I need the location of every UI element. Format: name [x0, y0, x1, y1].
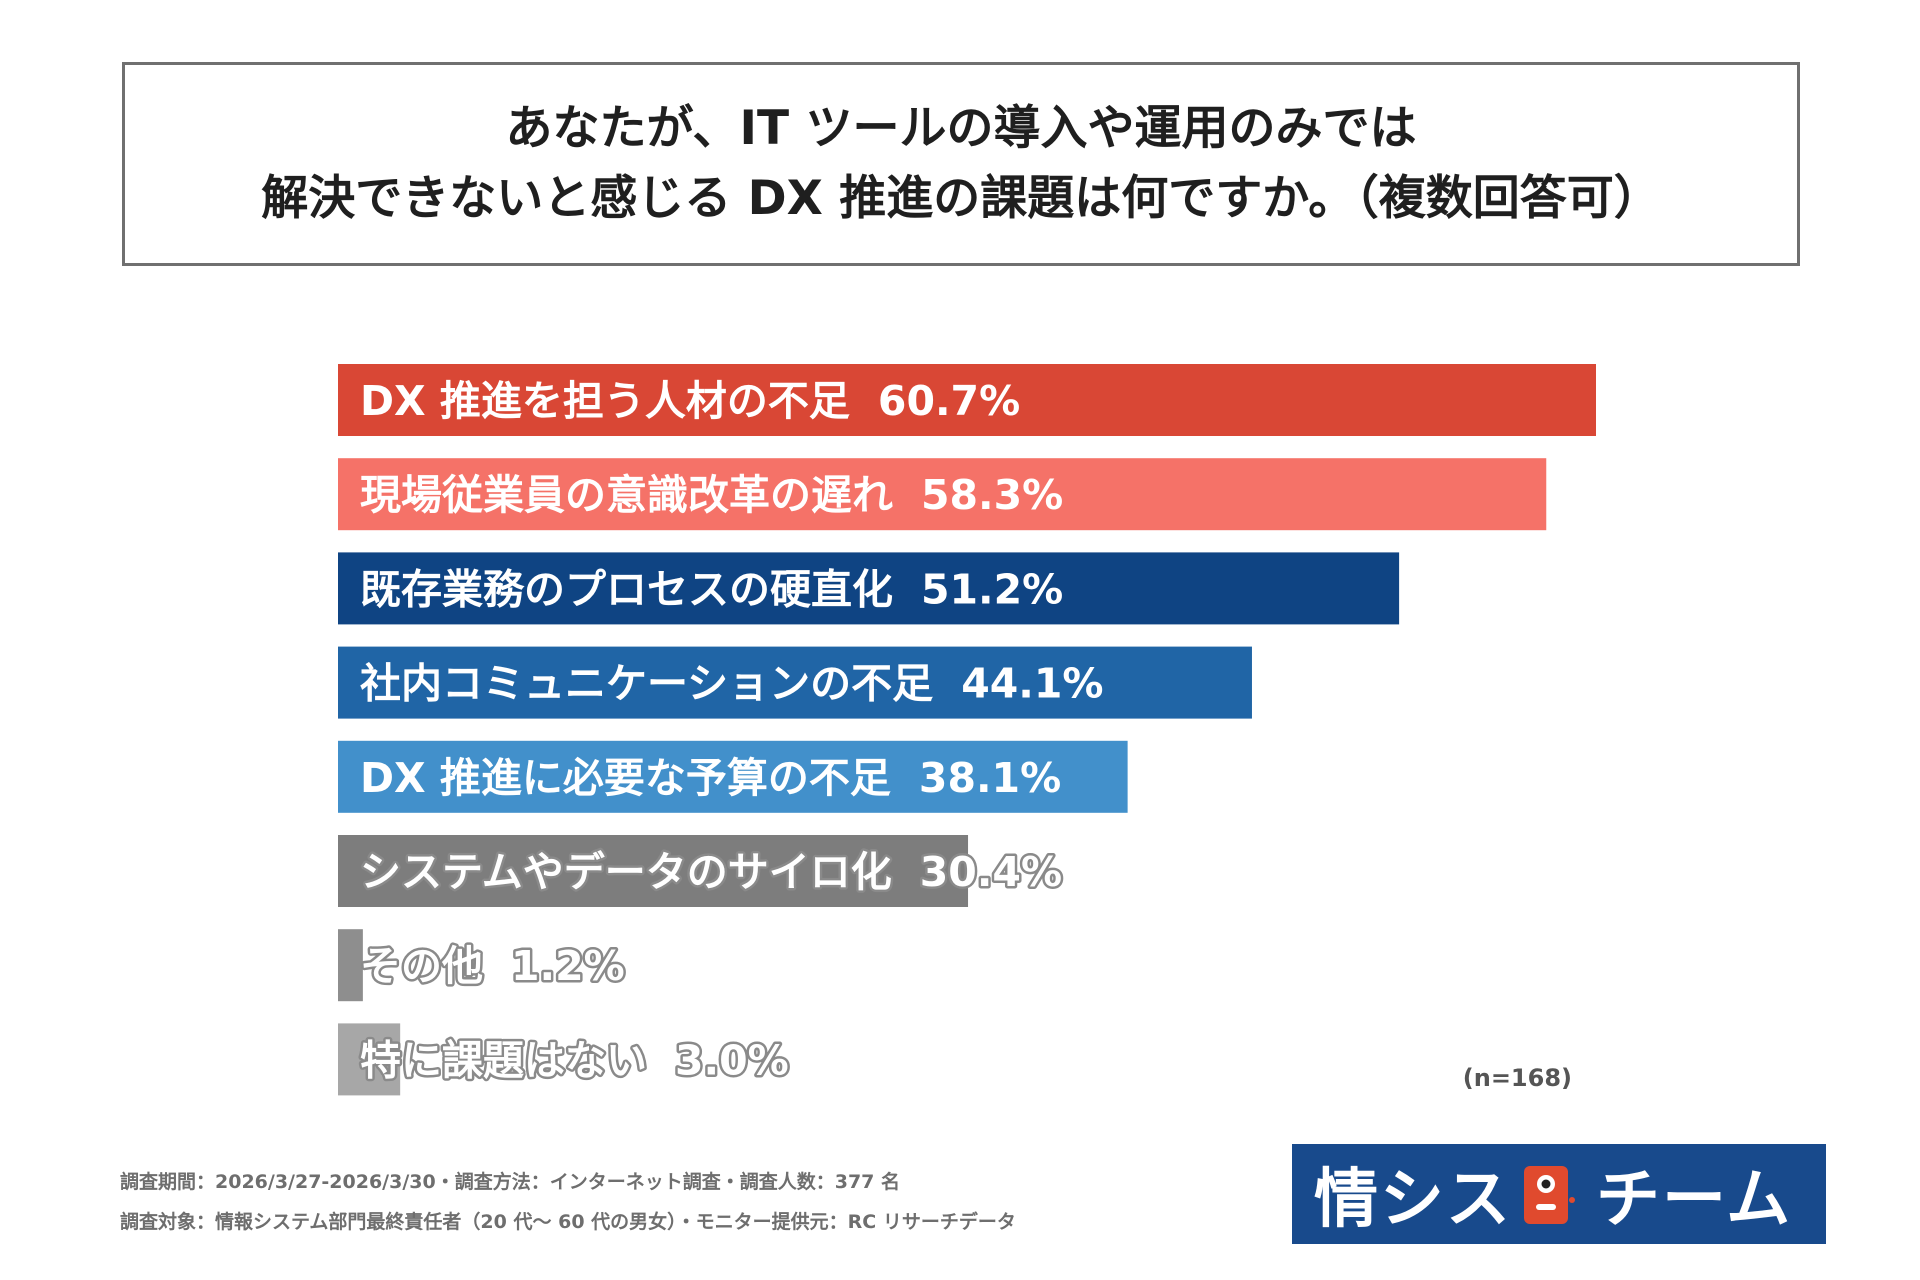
chart-title-box: あなたが、IT ツールの導入や運用のみでは 解決できないと感じる DX 推進の課… [122, 62, 1800, 266]
bar-category-label-7: その他 [360, 942, 483, 990]
logo-text-left: 情シス [1314, 1163, 1512, 1237]
bar-8 [338, 1023, 401, 1096]
mascot-icon [1524, 1166, 1575, 1224]
bar-value-label-6: 30.4% [920, 848, 1062, 896]
bar-category-label-3: 既存業務のプロセスの硬直化 [360, 565, 893, 613]
bar-label-3: 既存業務のプロセスの硬直化 51.2% [360, 565, 1063, 613]
sample-size-label: (n=168) [1462, 1064, 1572, 1092]
brand-logo: 情シス チーム [1292, 1144, 1826, 1244]
bar-1 [338, 364, 1596, 436]
logo-text-right: チーム [1596, 1163, 1793, 1237]
bar-value-label-1: 60.7% [878, 377, 1020, 425]
bar-4 [338, 646, 1252, 719]
chart-title-line-1: あなたが、IT ツールの導入や運用のみでは [505, 101, 1417, 156]
bar-3 [338, 552, 1400, 625]
bar-2 [338, 458, 1547, 531]
bar-label-4: 社内コミュニケーションの不足 44.1% [360, 660, 1103, 708]
bar-value-label-8: 3.0% [675, 1036, 789, 1084]
bar-value-label-7: 1.2% [511, 942, 625, 990]
survey-target-source: 調査対象：情報システム部門最終責任者（20 代〜 60 代の男女）・モニター提供… [120, 1211, 1016, 1233]
survey-footnote: 調査期間：2026/3/27-2026/3/30・調査方法：インターネット調査・… [120, 1162, 1016, 1242]
bar-label-7: その他 1.2% [360, 942, 625, 990]
bar-value-label-2: 58.3% [921, 471, 1063, 519]
bar-category-label-6: システムやデータのサイロ化 [360, 848, 892, 896]
bar-value-label-5: 38.1% [919, 754, 1061, 802]
bar-7 [338, 929, 363, 1002]
bar-label-1: DX 推進を担う人材の不足 60.7% [360, 377, 1020, 425]
bar-label-6: システムやデータのサイロ化 30.4% [360, 848, 1062, 896]
bar-label-8: 特に課題はない 3.0% [360, 1036, 789, 1084]
bar-category-label-5: DX 推進に必要な予算の不足 [360, 754, 891, 802]
bar-label-5: DX 推進に必要な予算の不足 38.1% [360, 754, 1061, 802]
bar-category-label-4: 社内コミュニケーションの不足 [360, 660, 933, 708]
chart-title-line-2: 解決できないと感じる DX 推進の課題は何ですか。（複数回答可） [261, 171, 1661, 226]
bar-5 [338, 740, 1128, 813]
bar-category-label-8: 特に課題はない [360, 1036, 647, 1084]
bar-6 [338, 835, 969, 907]
bar-value-label-4: 44.1% [961, 660, 1103, 708]
bar-category-label-1: DX 推進を担う人材の不足 [360, 377, 850, 425]
survey-period-method: 調査期間：2026/3/27-2026/3/30・調査方法：インターネット調査・… [120, 1171, 901, 1193]
bar-label-2: 現場従業員の意識改革の遅れ 58.3% [360, 471, 1063, 519]
bar-value-label-3: 51.2% [921, 565, 1063, 613]
bar-category-label-2: 現場従業員の意識改革の遅れ [360, 471, 893, 519]
